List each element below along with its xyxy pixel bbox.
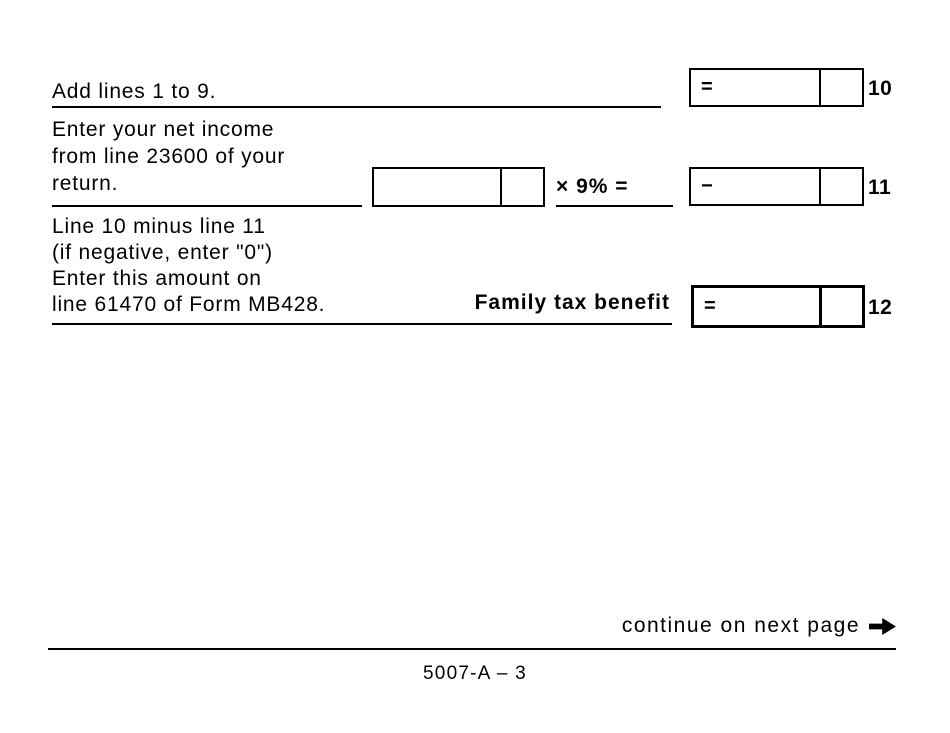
net-income-cents-input[interactable] [500, 169, 543, 205]
amount-box-net-income [372, 167, 545, 207]
net-income-dollars-input[interactable] [374, 169, 500, 205]
equals-operator: = [704, 295, 716, 317]
instruction-block-12: Line 10 minus line 11 (if negative, ente… [52, 214, 325, 318]
instruction-line-10: Add lines 1 to 9. [52, 80, 217, 103]
line12-cents-input[interactable] [819, 288, 862, 325]
row-11-rule-left [52, 205, 362, 207]
family-tax-benefit-label: Family tax benefit [474, 291, 670, 314]
amount-box-line11: − [689, 167, 864, 206]
line12-dollars-input[interactable] [715, 288, 819, 325]
instruction-block-11: Enter your net income from line 23600 of… [52, 116, 285, 197]
continue-text: continue on next page [621, 614, 860, 637]
instruction-line: Enter your net income [52, 118, 275, 141]
amount-box-line10: = [689, 68, 864, 107]
instruction-line: (if negative, enter "0") [52, 241, 273, 264]
row-11-rule-right [556, 205, 673, 207]
line10-dollars-input[interactable] [712, 70, 819, 105]
instruction-line: from line 23600 of your [52, 145, 286, 168]
continue-notice: continue on next page [500, 612, 896, 640]
line10-cents-input[interactable] [819, 70, 862, 105]
line-number-12: 12 [868, 296, 893, 319]
line-number-11: 11 [868, 176, 892, 199]
footer-rule [48, 648, 896, 650]
rate-calculation-label: × 9% = [556, 175, 629, 198]
row-10-rule [52, 106, 661, 108]
instruction-line: Line 10 minus line 11 [52, 215, 266, 238]
line11-cents-input[interactable] [819, 169, 862, 204]
instruction-line: Enter this amount on [52, 267, 262, 290]
instruction-line: return. [52, 172, 119, 195]
line11-dollars-input[interactable] [712, 169, 819, 204]
amount-box-line12: = [691, 285, 865, 328]
minus-operator: − [701, 175, 713, 197]
form-page-number: 5007-A – 3 [423, 663, 527, 684]
row-12-rule [52, 323, 672, 325]
arrow-right-icon [869, 617, 896, 635]
equals-operator: = [701, 76, 713, 98]
instruction-line: line 61470 of Form MB428. [52, 293, 326, 316]
line-number-10: 10 [868, 77, 893, 100]
